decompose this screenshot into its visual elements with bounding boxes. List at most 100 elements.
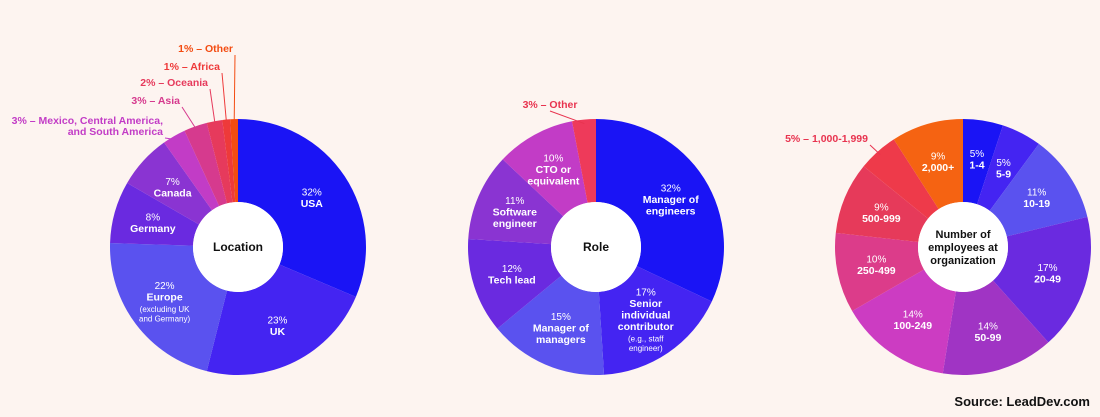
slice-percent: 7% <box>165 177 180 188</box>
slice-percent: 14% <box>903 309 923 320</box>
slice-label: 10%250-499 <box>857 255 896 278</box>
slice-label: 17%20-49 <box>1034 263 1061 286</box>
chart-title-line: Number of <box>936 229 991 241</box>
slice-percent: 11% <box>505 196 524 207</box>
chart-title-line: organization <box>930 255 996 267</box>
pie-slice <box>110 183 200 246</box>
chart-title-line: Location <box>213 240 263 254</box>
slice-name: Manager of <box>533 323 590 335</box>
slice-percent: 17% <box>1038 263 1058 274</box>
slice-name: Canada <box>154 187 192 199</box>
slice-name: 1-4 <box>969 160 984 172</box>
outside-label-text: 2% – Oceania <box>140 77 208 89</box>
outside-label-text: 3% – Asia <box>131 95 180 107</box>
slice-percent: 9% <box>874 202 889 213</box>
donut-center <box>551 202 641 292</box>
slice-outside-label: 3% – Other <box>523 99 578 111</box>
pie-slice <box>468 159 564 245</box>
pie-slice <box>835 232 925 311</box>
slice-percent: 23% <box>267 316 287 327</box>
leader-line <box>221 72 228 124</box>
pie-slice <box>230 119 238 203</box>
pie-slice <box>835 166 929 243</box>
slice-name: Manager of <box>643 194 700 206</box>
slice-outside-label: 1% – Africa <box>164 61 220 73</box>
chart-title: Location <box>213 240 263 254</box>
slice-label: 5%1-4 <box>969 149 984 172</box>
slice-label: 11%10-19 <box>1023 187 1050 210</box>
slice-subtext: engineer) <box>629 344 663 353</box>
pie-chart-2: 32%Manager ofengineers17%Seniorindividua… <box>468 99 724 375</box>
slice-outside-label: 3% – Asia <box>131 95 180 107</box>
slice-label: 7%Canada <box>154 177 192 200</box>
pie-slice <box>206 119 233 204</box>
slice-name: 2,000+ <box>922 162 954 174</box>
chart-title-line: Role <box>583 240 609 254</box>
slice-name: 20-49 <box>1034 273 1061 285</box>
slice-name: individual <box>621 310 670 322</box>
slice-percent: 32% <box>302 188 322 199</box>
slice-name: managers <box>536 334 586 346</box>
slice-percent: 14% <box>978 321 998 332</box>
pie-slice <box>963 119 1003 205</box>
chart-title: Role <box>583 240 609 254</box>
slice-percent: 32% <box>661 184 681 195</box>
pie-slice <box>852 269 956 374</box>
pie-slice <box>497 275 605 375</box>
slice-name: Germany <box>130 223 176 235</box>
slice-label: 12%Tech lead <box>488 264 536 287</box>
source-credit: Source: LeadDev.com <box>954 394 1090 409</box>
outside-label-text: 5% – 1,000-1,999 <box>785 133 868 145</box>
slice-name: UK <box>270 326 286 338</box>
slice-name: equivalent <box>527 175 579 187</box>
outside-label-text: 1% – Africa <box>164 61 220 73</box>
slice-name: 100-249 <box>894 320 933 332</box>
slice-subtext: (excluding UK <box>140 305 190 314</box>
pie-slice <box>222 119 236 203</box>
pie-slice <box>596 119 724 302</box>
pie-slice <box>164 130 220 211</box>
pie-slice <box>468 238 562 329</box>
donut-center <box>193 202 283 292</box>
leader-line <box>209 88 216 126</box>
outside-label-text: 3% – Mexico, Central America, <box>12 115 163 127</box>
slice-label: 23%UK <box>267 316 287 339</box>
leader-line <box>164 137 177 141</box>
slice-name: Software <box>493 206 538 218</box>
pie-slice <box>127 142 213 225</box>
slice-percent: 10% <box>866 255 886 266</box>
slice-name: engineer <box>493 218 537 230</box>
leader-line <box>869 144 881 155</box>
slice-label: 9%2,000+ <box>922 152 954 175</box>
outside-label-text: 1% – Other <box>178 43 233 55</box>
slice-percent: 15% <box>551 312 571 323</box>
slice-percent: 17% <box>636 288 656 299</box>
slice-outside-label: 1% – Other <box>178 43 233 55</box>
pie-slice <box>110 243 228 372</box>
pie-slice <box>942 280 1049 375</box>
slice-percent: 9% <box>931 152 946 163</box>
pie-slice <box>863 139 939 219</box>
slice-percent: 10% <box>543 153 563 164</box>
pie-slice <box>184 122 228 207</box>
slice-label: 9%500-999 <box>862 202 901 225</box>
leader-line <box>181 106 198 131</box>
slice-percent: 5% <box>970 149 985 160</box>
slice-name: 50-99 <box>975 332 1002 344</box>
slice-name: 5-9 <box>996 168 1011 180</box>
slice-label: 14%100-249 <box>894 309 933 332</box>
slice-name: engineers <box>646 206 696 218</box>
pie-slice <box>993 216 1091 343</box>
chart-title-line: employees at <box>928 242 998 254</box>
slice-label: 8%Germany <box>130 212 176 235</box>
pie-slice <box>238 119 366 297</box>
slice-outside-label: 2% – Oceania <box>140 77 208 89</box>
leader-line <box>233 54 236 124</box>
